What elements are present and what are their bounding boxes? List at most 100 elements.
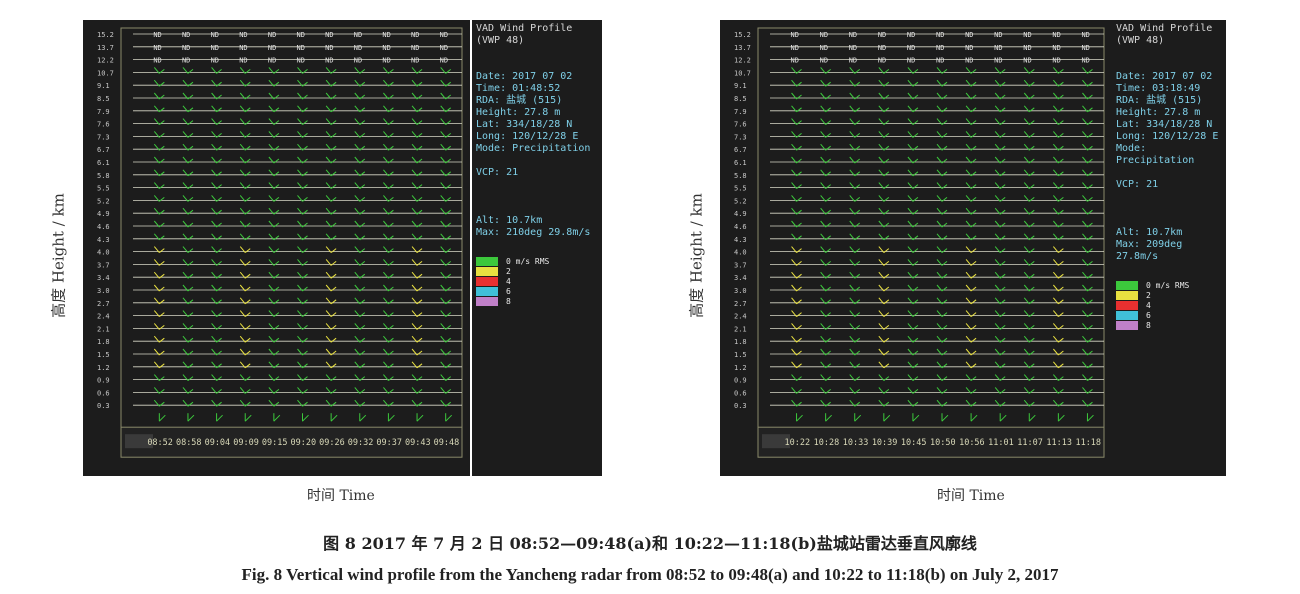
wind-barb-flag: [416, 273, 423, 279]
wind-barb-staff: [211, 284, 217, 292]
wind-barb-staff: [354, 284, 361, 292]
wind-barb-flag: [216, 81, 222, 87]
wind-barb: [1082, 182, 1093, 189]
wind-barb-staff: [1052, 271, 1059, 279]
wind-barb: [791, 169, 802, 177]
wind-barb: [907, 207, 919, 215]
wind-barb-flag: [999, 401, 1006, 407]
wind-barb-flag: [854, 235, 861, 241]
wind-barb: [297, 156, 308, 164]
wind-barb-flag: [912, 209, 919, 215]
wind-barb-flag: [883, 299, 890, 305]
wind-barb-staff: [1052, 156, 1059, 164]
wind-barb-flag: [1028, 222, 1035, 228]
surface-tick-flag: [1058, 414, 1065, 422]
wind-barb: [182, 284, 194, 292]
time-tick-label: 10:56: [959, 438, 985, 448]
wind-barb-staff: [182, 259, 189, 266]
wind-barb: [440, 220, 451, 228]
wind-barb-flag: [941, 389, 948, 394]
wind-barb: [153, 131, 165, 138]
wind-barb-staff: [936, 387, 943, 394]
wind-barb-flag: [1058, 299, 1064, 305]
wind-barb-flag: [273, 363, 280, 369]
surface-tick-flag: [302, 414, 309, 422]
wind-barb-staff: [849, 182, 856, 189]
wind-barb: [1052, 323, 1064, 330]
wind-barb: [965, 271, 977, 279]
wind-barb-flag: [970, 248, 977, 253]
wind-barb: [440, 297, 451, 305]
wind-barb: [849, 348, 861, 356]
wind-barb-flag: [883, 158, 890, 164]
wind-barb-staff: [153, 284, 160, 292]
wind-barb: [849, 79, 861, 87]
height-tick-label: 12.2: [97, 57, 114, 65]
wind-barb-staff: [411, 156, 418, 164]
wind-barb: [354, 284, 366, 292]
wind-barb: [936, 207, 948, 215]
wind-barb-staff: [878, 92, 885, 100]
wind-barb-staff: [239, 259, 246, 266]
wind-barb: [239, 284, 251, 292]
wind-barb-staff: [411, 259, 418, 266]
wind-barb-staff: [791, 156, 797, 164]
wind-barb-flag: [1058, 120, 1064, 125]
wind-barb-staff: [182, 169, 189, 177]
wind-barb: [211, 399, 222, 407]
wind-barb-flag: [416, 222, 423, 228]
wind-barb-flag: [187, 273, 194, 279]
wind-barb: [297, 271, 308, 279]
wind-barb-staff: [791, 310, 797, 317]
wind-barb-flag: [825, 273, 831, 279]
info-alt: Alt: 10.7km: [1116, 227, 1183, 238]
wind-barb-flag: [796, 286, 802, 292]
wind-barb-flag: [825, 261, 831, 266]
wind-barb-staff: [383, 105, 389, 113]
wind-barb-staff: [153, 348, 160, 356]
wind-profile-plot-a: 15.2 13.7 12.2 10.7 9.1 8.5 7.9 7.6 7.3 6.7 6.1 5.8…: [83, 20, 470, 476]
wind-barb-flag: [302, 273, 308, 279]
wind-barb-staff: [907, 361, 914, 369]
wind-barb-staff: [239, 361, 246, 369]
wind-barb-flag: [970, 171, 977, 177]
height-tick-label: 10.7: [97, 69, 114, 77]
wind-barb-staff: [211, 169, 217, 177]
wind-barb-flag: [187, 376, 194, 381]
wind-barb: [1023, 207, 1035, 215]
wind-barb-flag: [302, 261, 308, 266]
wind-barb-flag: [330, 299, 337, 305]
wind-barb-flag: [999, 312, 1006, 317]
wind-barb-flag: [883, 273, 890, 279]
wind-barb: [936, 399, 948, 407]
wind-barb-staff: [1052, 195, 1059, 202]
wind-barb-staff: [936, 156, 943, 164]
wind-barb-flag: [854, 222, 861, 228]
wind-barb: [1082, 79, 1093, 87]
height-tick-label: 0.6: [734, 389, 747, 397]
wind-barb: [153, 374, 165, 381]
wind-barb-staff: [965, 207, 972, 215]
wind-barb-flag: [941, 248, 948, 253]
wind-barb-flag: [388, 184, 394, 189]
wind-barb-staff: [153, 361, 160, 369]
wind-barb-flag: [330, 389, 337, 394]
wind-barb-staff: [440, 374, 447, 381]
wind-barb-flag: [970, 376, 977, 381]
wind-barb: [1082, 323, 1093, 330]
wind-barb-flag: [941, 325, 948, 330]
wind-barb: [239, 67, 251, 74]
wind-barb-flag: [1058, 69, 1064, 74]
height-tick-label: 13.7: [97, 44, 114, 52]
legend-swatch-3: [1116, 311, 1138, 320]
wind-barb-staff: [182, 156, 189, 164]
wind-barb-staff: [268, 348, 275, 356]
wind-barb-staff: [268, 131, 275, 138]
wind-barb-staff: [383, 323, 389, 330]
wind-barb-staff: [994, 284, 1001, 292]
wind-barb: [440, 105, 451, 113]
wind-barb-flag: [825, 209, 831, 215]
wind-barb-flag: [359, 299, 366, 305]
wind-barb: [907, 271, 919, 279]
wind-barb-flag: [941, 363, 948, 369]
